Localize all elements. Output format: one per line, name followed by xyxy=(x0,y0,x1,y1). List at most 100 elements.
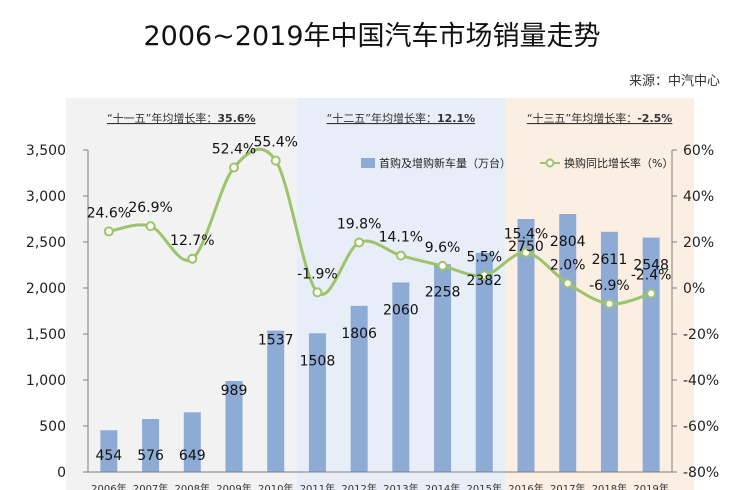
period-label-1: “十一五”年均增长率：35.6% xyxy=(107,111,256,125)
growth-point-2017年 xyxy=(562,278,573,289)
data-labels: 454 576 649 989 1537 1508 1806 2060 2258 2382 2750… xyxy=(87,135,672,464)
x-tick-label: 2015年 xyxy=(467,482,502,490)
bar-2013年 xyxy=(392,282,410,472)
x-tick-label: 2010年 xyxy=(258,482,293,490)
x-tick-label: 2018年 xyxy=(592,482,627,490)
legend-swatch-bars xyxy=(361,158,375,168)
growth-value-label: 5.5% xyxy=(466,249,502,265)
bar-value-label: 2382 xyxy=(466,273,502,289)
legend-marker-line xyxy=(545,158,555,168)
growth-point-2016年 xyxy=(521,247,531,258)
bar-value-label: 2750 xyxy=(508,239,544,255)
growth-value-label: 19.8% xyxy=(337,216,381,232)
bar-2015年 xyxy=(475,252,493,472)
growth-value-label: 15.4% xyxy=(504,227,548,243)
x-tick-label: 2008年 xyxy=(175,482,210,490)
bar-2014年 xyxy=(434,264,452,472)
x-tick-label: 2006年 xyxy=(91,482,126,490)
legend-label-line: 换购同比增长率（%） xyxy=(564,156,673,170)
bar-value-label: 1537 xyxy=(258,333,294,349)
growth-value-label: 52.4% xyxy=(212,141,256,157)
y-left-tick-label: 1,000 xyxy=(26,373,66,389)
x-tick-label: 2007年 xyxy=(133,482,168,490)
period-band-1 xyxy=(66,98,297,490)
growth-value-label: -2.4% xyxy=(631,268,672,284)
y-left-tick-label: 3,500 xyxy=(26,143,66,159)
bar-2008年 xyxy=(183,412,201,472)
growth-value-label: 12.7% xyxy=(170,233,214,249)
x-tick-label: 2016年 xyxy=(508,482,543,490)
x-tick-label: 2014年 xyxy=(425,482,460,490)
growth-value-label: 55.4% xyxy=(253,135,297,151)
growth-value-label: 24.6% xyxy=(87,205,131,221)
growth-value-label: 14.1% xyxy=(379,230,423,246)
growth-point-2013年 xyxy=(395,250,406,261)
legend-label-bars: 首购及增购新车量（万台） xyxy=(379,156,511,170)
bar-value-label: 454 xyxy=(95,448,122,464)
period-label-2: “十二五”年均增长率：12.1% xyxy=(327,111,476,125)
bar-2016年 xyxy=(517,219,535,472)
growth-point-2014年 xyxy=(437,260,448,271)
bar-value-label: 2060 xyxy=(383,302,419,318)
growth-point-2018年 xyxy=(604,298,615,309)
growth-point-2010年 xyxy=(270,155,281,166)
y-left-tick-label: 1,500 xyxy=(26,327,66,343)
growth-point-2019年 xyxy=(646,288,657,299)
x-tick-label: 2009年 xyxy=(216,482,251,490)
x-tick-label: 2011年 xyxy=(300,482,335,490)
bar-2010年 xyxy=(267,330,285,472)
bar-2017年 xyxy=(559,214,577,473)
x-tick-label: 2017年 xyxy=(550,482,585,490)
bar-2006年 xyxy=(100,430,118,472)
bar-value-label: 2258 xyxy=(425,284,461,300)
growth-point-2007年 xyxy=(145,221,156,232)
y-right-tick-label: -20% xyxy=(683,327,719,343)
growth-value-label: 2.0% xyxy=(550,257,586,273)
period-band-3 xyxy=(505,98,694,490)
y-right-tick-label: 0% xyxy=(683,281,705,297)
growth-point-2006年 xyxy=(103,226,114,237)
y-left-tick-label: 3,000 xyxy=(26,189,66,205)
y-left-tick-label: 0 xyxy=(57,465,66,481)
bar-value-label: 2548 xyxy=(633,258,669,274)
growth-point-2015年 xyxy=(479,270,490,281)
growth-line xyxy=(103,147,657,309)
y-left-tick-label: 500 xyxy=(39,419,66,435)
bar-2011年 xyxy=(308,333,326,472)
growth-point-2008年 xyxy=(187,253,198,264)
chart-title: 2006~2019年中国汽车市场销量走势 xyxy=(143,21,601,52)
bar-value-label: 2611 xyxy=(592,252,628,268)
bar-2009年 xyxy=(225,381,243,472)
period-label-3: “十三五”年均增长率：-2.5% xyxy=(527,111,672,125)
legend: 首购及增购新车量（万台） 换购同比增长率（%） xyxy=(361,156,673,170)
growth-value-label: 26.9% xyxy=(128,200,172,216)
bar-2018年 xyxy=(600,231,618,472)
bar-value-label: 989 xyxy=(221,383,248,399)
bar-2007年 xyxy=(142,419,160,472)
growth-value-label: 9.6% xyxy=(425,240,461,256)
growth-value-label: -1.9% xyxy=(297,266,338,282)
bars xyxy=(100,214,660,473)
growth-value-label: -6.9% xyxy=(589,278,630,294)
source-note: 来源：中汽中心 xyxy=(628,74,720,89)
bar-value-label: 576 xyxy=(137,448,164,464)
x-tick-label: 2013年 xyxy=(383,482,418,490)
axes: 0 500 1,000 1,500 2,000 2,500 3,000 3,500 -80% -6… xyxy=(26,143,719,490)
growth-point-2009年 xyxy=(229,162,239,173)
bar-value-label: 2804 xyxy=(550,234,586,250)
y-left-tick-label: 2,000 xyxy=(26,281,66,297)
bar-2012年 xyxy=(350,305,368,472)
growth-point-2012年 xyxy=(354,237,365,248)
bar-value-label: 1806 xyxy=(341,326,377,342)
y-right-tick-label: 40% xyxy=(683,189,714,205)
y-right-tick-label: -40% xyxy=(683,373,719,389)
y-left-tick-label: 2,500 xyxy=(26,235,66,251)
bar-value-label: 1508 xyxy=(300,353,336,369)
growth-point-2011年 xyxy=(312,287,323,298)
y-right-tick-label: 60% xyxy=(683,143,714,159)
x-tick-label: 2012年 xyxy=(341,482,376,490)
bar-value-label: 649 xyxy=(179,448,206,464)
y-right-tick-label: 20% xyxy=(683,235,714,251)
y-right-tick-label: -80% xyxy=(683,465,719,481)
